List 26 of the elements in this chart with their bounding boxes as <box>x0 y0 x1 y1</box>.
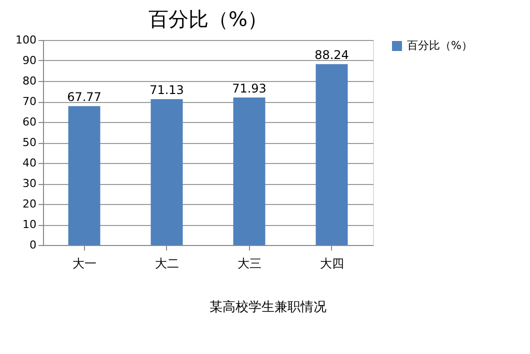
y-tick-label: 10 <box>22 218 36 231</box>
y-tick-label: 50 <box>22 136 36 149</box>
x-tick-label: 大二 <box>154 256 179 270</box>
bar <box>68 106 100 245</box>
y-tick-label: 40 <box>22 156 36 170</box>
y-tick-label: 0 <box>30 238 36 252</box>
y-tick-label: 70 <box>22 95 36 108</box>
y-tick-label: 20 <box>22 198 36 210</box>
data-label: 71.13 <box>150 83 184 98</box>
x-tick-label: 大三 <box>237 256 262 270</box>
data-label: 88.24 <box>314 48 349 62</box>
y-tick-label: 60 <box>22 116 36 128</box>
x-tick-label: 大一 <box>72 256 96 270</box>
y-tick-label: 90 <box>22 54 36 67</box>
y-tick-label: 100 <box>16 34 36 46</box>
bar <box>316 64 348 245</box>
y-tick-label: 30 <box>22 177 36 190</box>
data-label: 71.93 <box>232 82 266 96</box>
y-tick-label: 80 <box>22 74 36 88</box>
text: 某高校学生兼职情况 <box>210 299 326 315</box>
bar <box>150 99 183 245</box>
x-tick-label: 大四 <box>320 256 344 270</box>
legend-label: 百分比（%） <box>407 39 472 52</box>
chart-title: 百分比（%） <box>148 7 268 31</box>
data-label: 67.77 <box>67 90 102 104</box>
bar <box>233 98 266 245</box>
